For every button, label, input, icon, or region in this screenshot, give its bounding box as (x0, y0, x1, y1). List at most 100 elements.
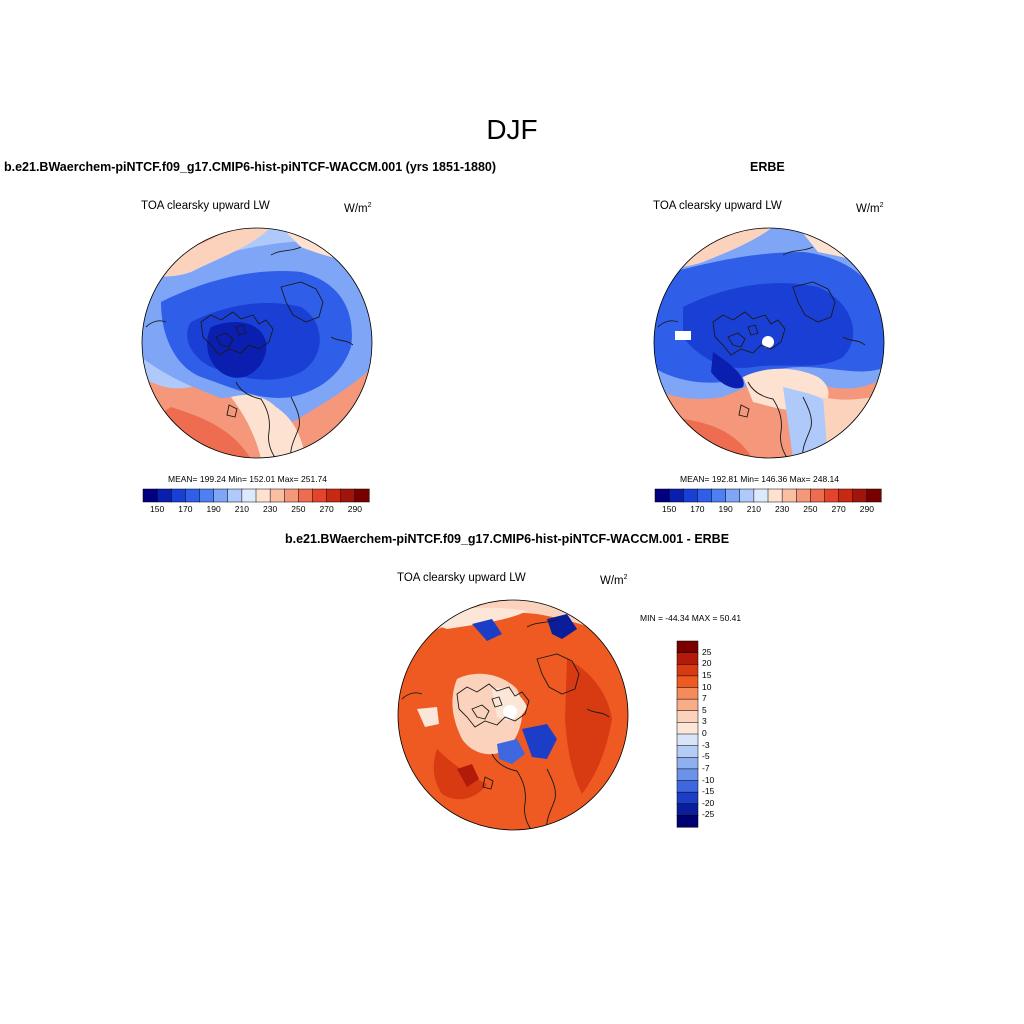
diff-colorbar-swatch (676, 745, 699, 758)
diff-colorbar-swatch (676, 733, 699, 747)
diff-colorbar-swatch (676, 640, 699, 654)
obs-colorbar-tick-label: 150 (662, 504, 677, 514)
obs-field-colder (683, 283, 854, 368)
model-colorbar-tick-label: 290 (347, 504, 362, 514)
obs-field-warm-southeast (823, 395, 884, 458)
diff-colorbar-tick-label: 25 (702, 646, 712, 657)
obs-colorbar-swatch (781, 488, 797, 503)
diff-missing-pole (503, 705, 517, 719)
diff-colorbar-tick-label: 7 (702, 693, 707, 704)
obs-colorbar-tick-label: 230 (775, 504, 790, 514)
obs-colorbar-swatch (753, 488, 769, 503)
diff-colorbar-tick-label: 20 (702, 658, 712, 669)
diff-colorbar-swatch (676, 664, 699, 677)
obs-colorbar-swatch (796, 488, 811, 503)
obs-field-cool-south (783, 387, 828, 458)
model-polar-map (141, 227, 373, 459)
model-colorbar-swatch (284, 488, 299, 503)
model-colorbar-tick-label: 210 (234, 504, 249, 514)
diff-colorbar-tick-label: 3 (702, 716, 707, 727)
obs-colorbar-swatch (767, 488, 783, 503)
diff-colorbar-tick-label: -20 (702, 797, 715, 808)
obs-missing-pole (762, 336, 774, 348)
diff-variable-label: TOA clearsky upward LW (397, 572, 526, 584)
page-title: DJF (486, 114, 538, 145)
diff-colorbar-swatch (676, 722, 699, 735)
diff-colorbar-tick-label: 5 (702, 704, 707, 715)
obs-stats: MEAN= 192.81 Min= 146.36 Max= 248.14 (680, 474, 840, 484)
diff-colorbar-swatch (676, 791, 699, 805)
diff-colorbar-tick-label: -5 (702, 751, 710, 762)
diff-colorbar-swatch (676, 652, 699, 665)
diff-colorbar-swatch (676, 698, 699, 712)
diff-colorbar-tick-label: -7 (702, 762, 710, 773)
model-colorbar-swatch (185, 488, 201, 503)
model-coastlines (145, 246, 354, 458)
diff-field-blue-east (522, 724, 557, 759)
model-variable-label: TOA clearsky upward LW (141, 200, 270, 212)
obs-colorbar-swatch (697, 488, 713, 503)
model-colorbar-tick-label: 270 (319, 504, 334, 514)
diff-field-hottest (457, 764, 479, 787)
model-field-warm-transition (231, 395, 306, 458)
model-colorbar-swatch (326, 488, 342, 503)
model-colorbar-swatch (199, 488, 215, 503)
model-colorbar-tick-label: 170 (178, 504, 193, 514)
diff-colorbar-swatch (676, 815, 699, 828)
model-colorbar-swatch (227, 488, 243, 503)
obs-colorbar-swatch (711, 488, 727, 503)
obs-colorbar-swatch (683, 488, 698, 503)
diff-colorbar-swatch (676, 757, 699, 770)
diff-panel-title: b.e21.BWaerchem-piNTCF.f09_g17.CMIP6-his… (285, 532, 730, 546)
obs-colorbar-swatch (668, 488, 684, 503)
obs-colorbar-tick-label: 170 (690, 504, 705, 514)
obs-colorbar-tick-label: 250 (803, 504, 818, 514)
obs-panel-title: ERBE (750, 160, 785, 174)
obs-units-label: W/m2 (856, 202, 884, 215)
diff-stats: MIN = -44.34 MAX = 50.41 (640, 613, 742, 623)
model-colorbar-swatch (312, 488, 328, 503)
obs-colorbar (654, 488, 882, 503)
obs-colorbar-swatch (810, 488, 826, 503)
model-colorbar-tick-label: 230 (263, 504, 278, 514)
obs-polar-map (653, 227, 885, 459)
diff-colorbar-tick-label: -25 (702, 809, 715, 820)
model-colorbar-swatch (354, 488, 370, 503)
diff-field-north-blue-a (472, 619, 502, 641)
diff-polar-map (397, 599, 629, 831)
diff-colorbar-swatch (676, 768, 699, 782)
obs-colorbar-swatch (725, 488, 741, 503)
obs-colorbar-swatch (824, 488, 840, 503)
obs-colorbar-swatch (852, 488, 868, 503)
model-colorbar-tick-label: 150 (150, 504, 165, 514)
model-colorbar-swatch (255, 488, 271, 503)
model-colorbar-swatch (156, 488, 172, 503)
model-units-label: W/m2 (344, 202, 372, 215)
model-colorbar-swatch (241, 488, 257, 503)
obs-colorbar-swatch (866, 488, 882, 503)
obs-missing-box (675, 331, 691, 340)
diff-colorbar-swatch (676, 780, 699, 793)
diff-colorbar-tick-label: 10 (702, 681, 712, 692)
diff-colorbar-swatch (676, 675, 699, 689)
model-colorbar-swatch (142, 488, 158, 503)
diff-colorbar-tick-label: -15 (702, 786, 715, 797)
diff-colorbar-tick-label: -3 (702, 739, 710, 750)
model-colorbar-swatch (298, 488, 314, 503)
diff-colorbar-tick-label: 15 (702, 669, 712, 680)
obs-variable-label: TOA clearsky upward LW (653, 200, 782, 212)
obs-colorbar-tick-label: 270 (831, 504, 846, 514)
model-colorbar-tick-label: 250 (291, 504, 306, 514)
diff-field-pale-west (417, 707, 439, 727)
model-colorbar (142, 488, 370, 503)
diff-coastlines (401, 618, 610, 830)
diff-colorbar-swatch (676, 687, 699, 700)
model-field-coldest (207, 322, 267, 378)
obs-colorbar-tick-label: 190 (718, 504, 733, 514)
model-colorbar-swatch (171, 488, 186, 503)
model-colorbar-swatch (213, 488, 229, 503)
obs-colorbar-swatch (654, 488, 670, 503)
model-colorbar-swatch (269, 488, 285, 503)
obs-colorbar-tick-label: 210 (746, 504, 761, 514)
model-panel-title: b.e21.BWaerchem-piNTCF.f09_g17.CMIP6-his… (4, 160, 497, 174)
